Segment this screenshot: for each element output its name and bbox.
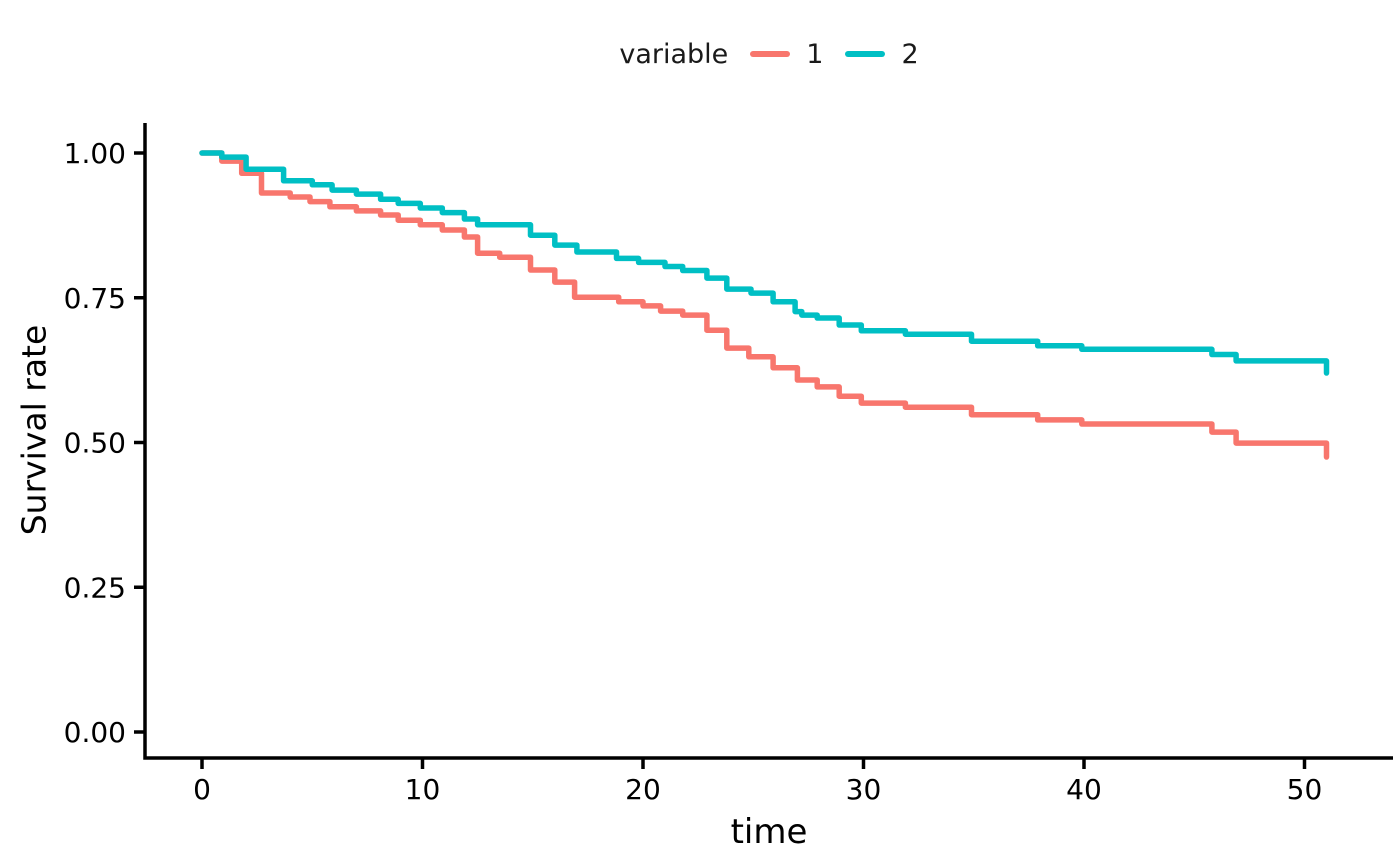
legend-label-variable-1: 1 [806, 38, 824, 70]
legend: variable 1 2 [145, 36, 1393, 72]
y-tick-label: 0.75 [64, 282, 126, 315]
x-tick-label: 10 [405, 773, 441, 806]
y-axis-title: Survival rate [14, 324, 54, 536]
x-tick-label: 20 [625, 773, 661, 806]
legend-swatch-variable-2-icon [845, 51, 886, 57]
x-tick-label: 30 [846, 773, 882, 806]
x-tick-label: 50 [1287, 773, 1323, 806]
y-tick-label: 0.50 [64, 427, 126, 460]
legend-item-variable-1: 1 [750, 39, 823, 70]
axis-lines [143, 123, 1393, 760]
x-tick-label: 0 [193, 773, 211, 806]
legend-swatch-variable-1-icon [750, 51, 791, 57]
x-tick-label: 40 [1066, 773, 1102, 806]
survival-curve-variable-2 [199, 150, 1330, 376]
legend-item-variable-2: 2 [845, 38, 919, 70]
y-tick-label: 0.25 [64, 571, 126, 604]
legend-label-variable-2: 2 [901, 38, 919, 70]
survival-curve-variable-1 [199, 150, 1330, 460]
y-tick-label: 1.00 [64, 137, 126, 170]
legend-title: variable [619, 38, 729, 70]
y-tick-label: 0.00 [64, 716, 126, 749]
x-axis-title: time [730, 812, 808, 852]
